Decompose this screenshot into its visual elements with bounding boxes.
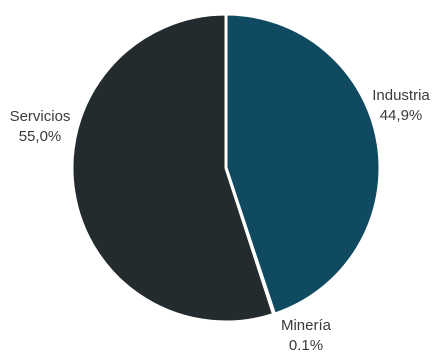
pie-slice-servicios — [70, 12, 276, 324]
slice-value-industria: 44,9% — [380, 107, 423, 124]
slice-label-mineria: Minería — [281, 317, 332, 334]
pie-slices — [70, 12, 382, 324]
slice-label-industria: Industria — [372, 87, 430, 104]
slice-value-servicios: 55,0% — [19, 128, 62, 145]
pie-slice-industria — [224, 12, 382, 316]
slice-value-mineria: 0.1% — [289, 337, 323, 354]
slice-label-servicios: Servicios — [10, 108, 71, 125]
